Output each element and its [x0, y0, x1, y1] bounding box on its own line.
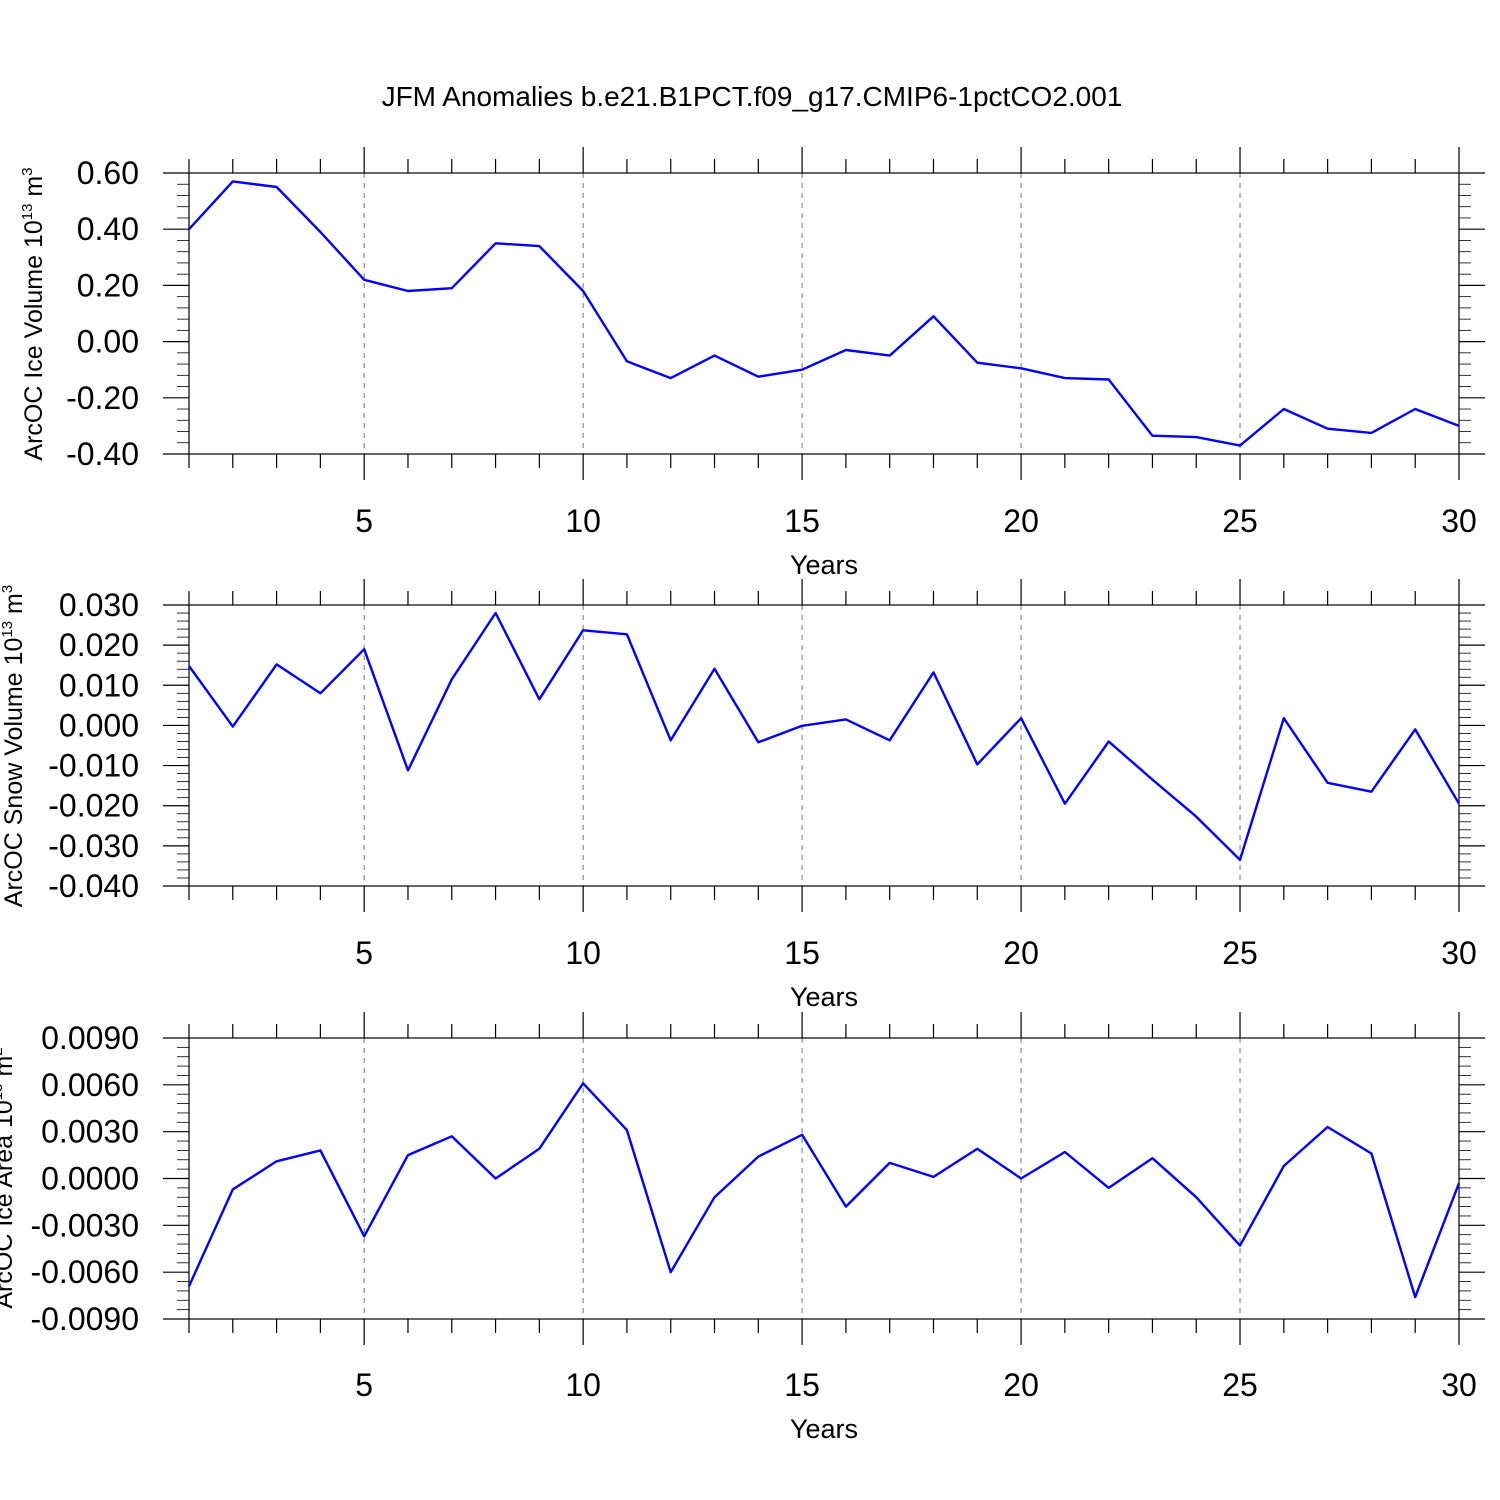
- x-axis-label: Years: [790, 550, 858, 580]
- x-axis-label: Years: [790, 1414, 858, 1444]
- y-tick-label: 0.000: [59, 707, 139, 743]
- x-tick-label: 5: [355, 503, 373, 539]
- y-tick-label: 0.020: [59, 627, 139, 663]
- y-axis-label: ArcOC Ice Area 1013 m2: [0, 1047, 18, 1308]
- y-tick-label: -0.0060: [30, 1254, 139, 1290]
- y-axis-label: ArcOC Ice Volume 1013 m3: [19, 167, 48, 460]
- x-tick-label: 25: [1222, 935, 1258, 971]
- x-tick-label: 15: [784, 503, 820, 539]
- plot-frame: [188, 604, 1460, 887]
- series-line: [188, 180, 1460, 447]
- y-tick-label: 0.60: [77, 155, 139, 191]
- y-tick-label: 0.0090: [41, 1020, 139, 1056]
- x-tick-label: 15: [784, 935, 820, 971]
- series-line: [187, 1082, 1461, 1299]
- y-tick-label: -0.040: [48, 868, 139, 904]
- y-tick-label: 0.20: [77, 267, 139, 303]
- x-tick-label: 20: [1003, 935, 1039, 971]
- x-tick-label: 15: [784, 1367, 820, 1403]
- figure-title: JFM Anomalies b.e21.B1PCT.f09_g17.CMIP6-…: [382, 81, 1123, 112]
- y-tick-label: -0.0090: [30, 1301, 139, 1337]
- plot-frame: [188, 1037, 1460, 1320]
- x-tick-label: 20: [1003, 1367, 1039, 1403]
- y-tick-label: 0.00: [77, 324, 139, 360]
- y-tick-label: 0.0060: [41, 1067, 139, 1103]
- y-tick-label: -0.0030: [30, 1207, 139, 1243]
- y-tick-label: -0.010: [48, 748, 139, 784]
- y-tick-label: 0.030: [59, 587, 139, 623]
- y-tick-label: 0.40: [77, 211, 139, 247]
- x-tick-label: 10: [565, 935, 601, 971]
- x-tick-label: 10: [565, 1367, 601, 1403]
- y-tick-label: -0.030: [48, 828, 139, 864]
- y-tick-label: -0.020: [48, 788, 139, 824]
- y-tick-label: 0.0030: [41, 1114, 139, 1150]
- y-tick-label: -0.40: [66, 436, 139, 472]
- series-line: [188, 611, 1461, 862]
- panel-ice-area: 0.0090 0.0060 0.0030 0.0000 -0.0030 -0.0060 -0…: [0, 1012, 1485, 1444]
- x-tick-label: 30: [1441, 1367, 1477, 1403]
- x-tick-label: 25: [1222, 503, 1258, 539]
- y-tick-label: -0.20: [66, 380, 139, 416]
- x-tick-label: 10: [565, 503, 601, 539]
- x-tick-label: 5: [355, 1367, 373, 1403]
- y-tick-label: 0.0000: [41, 1161, 139, 1197]
- y-tick-label: 0.010: [59, 667, 139, 703]
- y-axis-label: ArcOC Snow Volume 1013 m3: [0, 585, 28, 907]
- x-tick-label: 25: [1222, 1367, 1258, 1403]
- panel-ice-volume: 0.60 0.40 0.20 0.00 -0.20 -0.40 5 10 15 20 25 30 Yea…: [19, 147, 1485, 580]
- plot-frame: [188, 172, 1460, 455]
- x-tick-label: 30: [1441, 935, 1477, 971]
- x-axis-label: Years: [790, 982, 858, 1012]
- x-tick-label: 5: [355, 935, 373, 971]
- panel-snow-volume: 0.030 0.020 0.010 0.000 -0.010 -0.020 -0.030 -0…: [0, 579, 1485, 1012]
- x-tick-label: 20: [1003, 503, 1039, 539]
- x-tick-label: 30: [1441, 503, 1477, 539]
